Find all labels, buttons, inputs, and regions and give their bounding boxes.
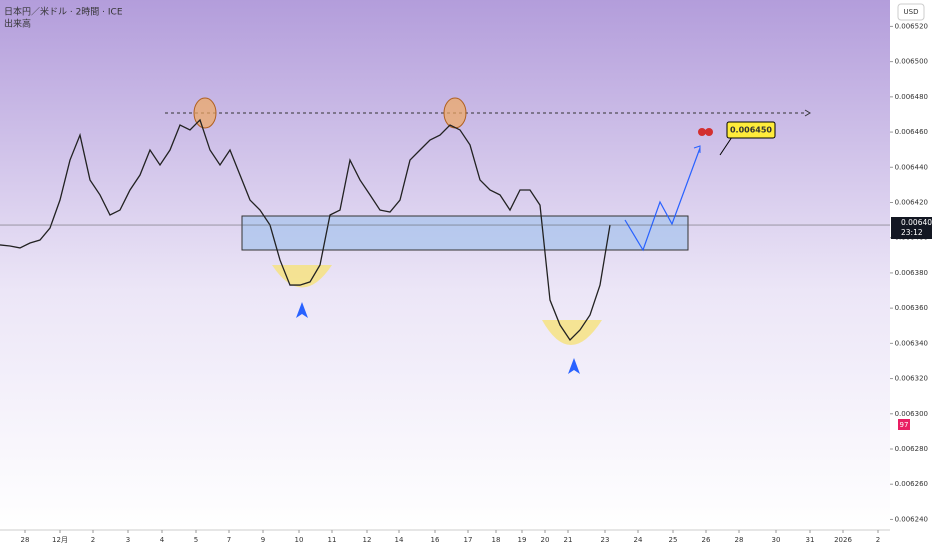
currency-label[interactable]: USD [904, 8, 919, 16]
support-zone [241, 215, 689, 251]
callout-box [726, 121, 776, 139]
x-tick-label: 4 [160, 536, 165, 544]
x-tick-label: 19 [518, 536, 527, 544]
x-tick-label: 17 [464, 536, 473, 544]
y-tick-label: 0.006480 [895, 93, 928, 101]
x-tick-label: 12 [363, 536, 372, 544]
chart-title: 日本円／米ドル · 2時間 · ICE [4, 6, 123, 18]
price-badge [891, 217, 932, 239]
arrow-head [804, 109, 811, 117]
x-tick-label: 25 [669, 536, 678, 544]
x-tick-label: 3 [126, 536, 130, 544]
x-tick-label: 2 [91, 536, 95, 544]
drawings: 0.006450 [165, 97, 811, 374]
callout-text: 0.006450 [730, 126, 772, 135]
callout-pointer [719, 136, 733, 156]
price-line [0, 118, 611, 342]
x-tick-label: 14 [395, 536, 404, 544]
y-tick-label: 0.006460 [895, 128, 928, 136]
projection-arrow [693, 145, 701, 153]
volume-badge-label: 97 [900, 421, 909, 429]
projection-path [624, 147, 701, 252]
volume-badge [898, 419, 910, 430]
y-tick-label: 0.006240 [895, 515, 928, 523]
bottom-bowl [542, 320, 602, 345]
chart-subtitle: 出来高 [4, 18, 31, 30]
x-tick-label: 26 [702, 536, 711, 544]
x-tick-label: 11 [328, 536, 337, 544]
x-tick-label: 16 [431, 536, 440, 544]
x-tick-label: 28 [21, 536, 30, 544]
x-tick-label: 5 [194, 536, 198, 544]
x-tick-label: 2026 [834, 536, 852, 544]
y-tick-label: 0.006360 [895, 304, 928, 312]
x-tick-label: 20 [541, 536, 550, 544]
x-tick-label: 28 [735, 536, 744, 544]
x-tick-label: 18 [492, 536, 501, 544]
plot-background [0, 0, 890, 530]
x-tick-label: 12月 [52, 536, 68, 544]
x-tick-label: 30 [772, 536, 781, 544]
y-tick-label: 0.006440 [895, 163, 928, 171]
y-tick-label: 0.006380 [895, 269, 928, 277]
x-tick-label: 10 [295, 536, 304, 544]
axis-background [890, 0, 932, 550]
up-arrow [568, 358, 580, 374]
y-tick-label: 0.006340 [895, 339, 928, 347]
x-tick-label: 31 [806, 536, 815, 544]
price-badge-label: 0.006409 [901, 218, 932, 227]
countdown-label: 23:12 [901, 228, 923, 237]
top-circle [443, 97, 467, 129]
y-tick-label: 0.006420 [895, 198, 928, 206]
y-tick-label: 0.006300 [895, 410, 928, 418]
x-tick-label: 7 [227, 536, 231, 544]
x-tick-label: 9 [261, 536, 265, 544]
x-tick-label: 24 [634, 536, 643, 544]
y-tick-label: 0.006500 [895, 58, 928, 66]
y-tick-label: 0.006260 [895, 480, 928, 488]
x-tick-label: 23 [601, 536, 610, 544]
y-tick-label: 0.006280 [895, 445, 928, 453]
y-tick-label: 0.006520 [895, 22, 928, 30]
currency-button[interactable] [897, 3, 925, 21]
ticks: 0.006240 0.006260 0.006280 0.006300 0.006320… [0, 22, 928, 544]
up-arrow [296, 302, 308, 318]
x-tick-label: 2 [876, 536, 880, 544]
cherry-icon [698, 128, 706, 136]
x-tick-label: 21 [564, 536, 573, 544]
cherry-icon [705, 128, 713, 136]
y-tick-label: 0.006320 [895, 375, 928, 383]
